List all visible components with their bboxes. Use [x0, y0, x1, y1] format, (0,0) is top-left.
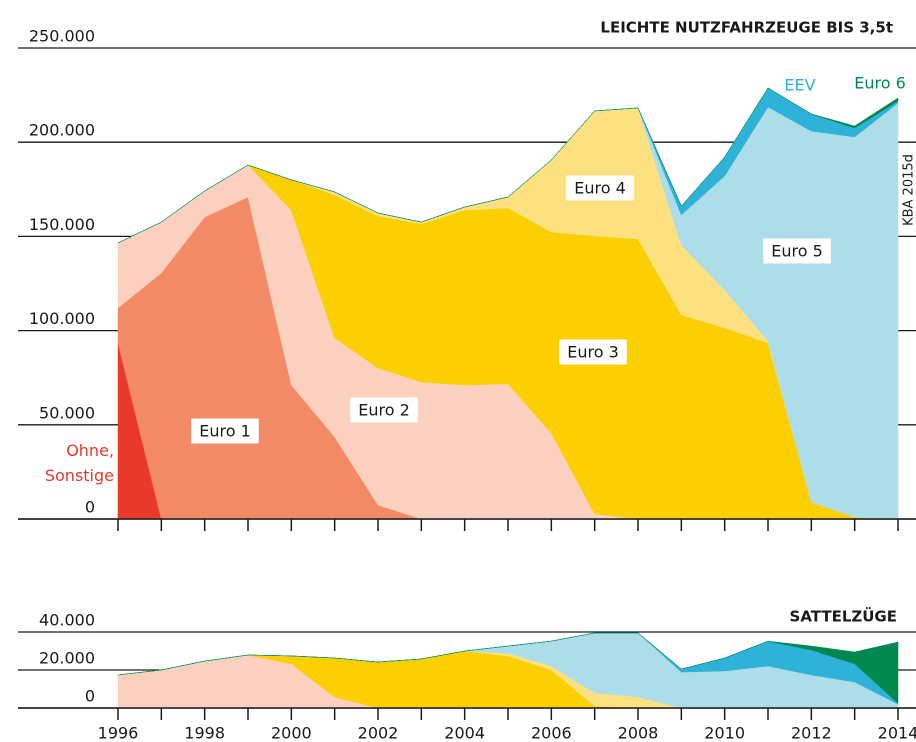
x-tick-label: 2002 — [358, 724, 399, 742]
y-tick-label: 0 — [85, 687, 95, 706]
x-tick-label: 1996 — [98, 724, 139, 742]
x-tick-label: 2008 — [618, 724, 659, 742]
y-tick-label: 250.000 — [29, 27, 95, 46]
y-tick-label: 150.000 — [29, 215, 95, 234]
area — [117, 632, 899, 704]
y-tick-label: 100.000 — [29, 309, 95, 328]
series-label: Euro 2 — [358, 401, 410, 420]
series-label: Ohne, Sonstige — [44, 441, 114, 485]
y-tick-label: 20.000 — [39, 649, 95, 668]
series-label: Euro 1 — [199, 422, 251, 441]
y-tick-label: 200.000 — [29, 121, 95, 140]
label-box — [191, 418, 259, 444]
x-tick-label: 2004 — [444, 724, 485, 742]
x-tick-label: 2012 — [791, 724, 832, 742]
series-label: Euro 3 — [567, 343, 619, 362]
series-label: Euro 6 — [854, 74, 906, 93]
x-tick-label: 2006 — [531, 724, 572, 742]
source: KBA 2015d — [902, 154, 916, 226]
y-tick-label: 50.000 — [39, 403, 95, 422]
y-tick-label: 40.000 — [39, 611, 95, 630]
label-box — [566, 175, 634, 201]
x-tick-label: 2014 — [878, 724, 916, 742]
x-tick-label: 2000 — [271, 724, 312, 742]
series-label: Euro 4 — [574, 179, 626, 198]
label-box — [763, 238, 831, 264]
area — [117, 87, 899, 244]
x-tick-label: 2010 — [704, 724, 745, 742]
y-tick-label: 0 — [85, 498, 95, 517]
label-box — [559, 339, 627, 365]
chart-title: SATTELZÜGE — [790, 607, 897, 626]
chart-title: LEICHTE NUTZFAHRZEUGE BIS 3,5t — [600, 19, 893, 37]
series-label: EEV — [784, 76, 815, 95]
x-tick-label: 1998 — [184, 724, 225, 742]
label-box — [350, 397, 418, 423]
series-label: Euro 5 — [771, 242, 823, 261]
